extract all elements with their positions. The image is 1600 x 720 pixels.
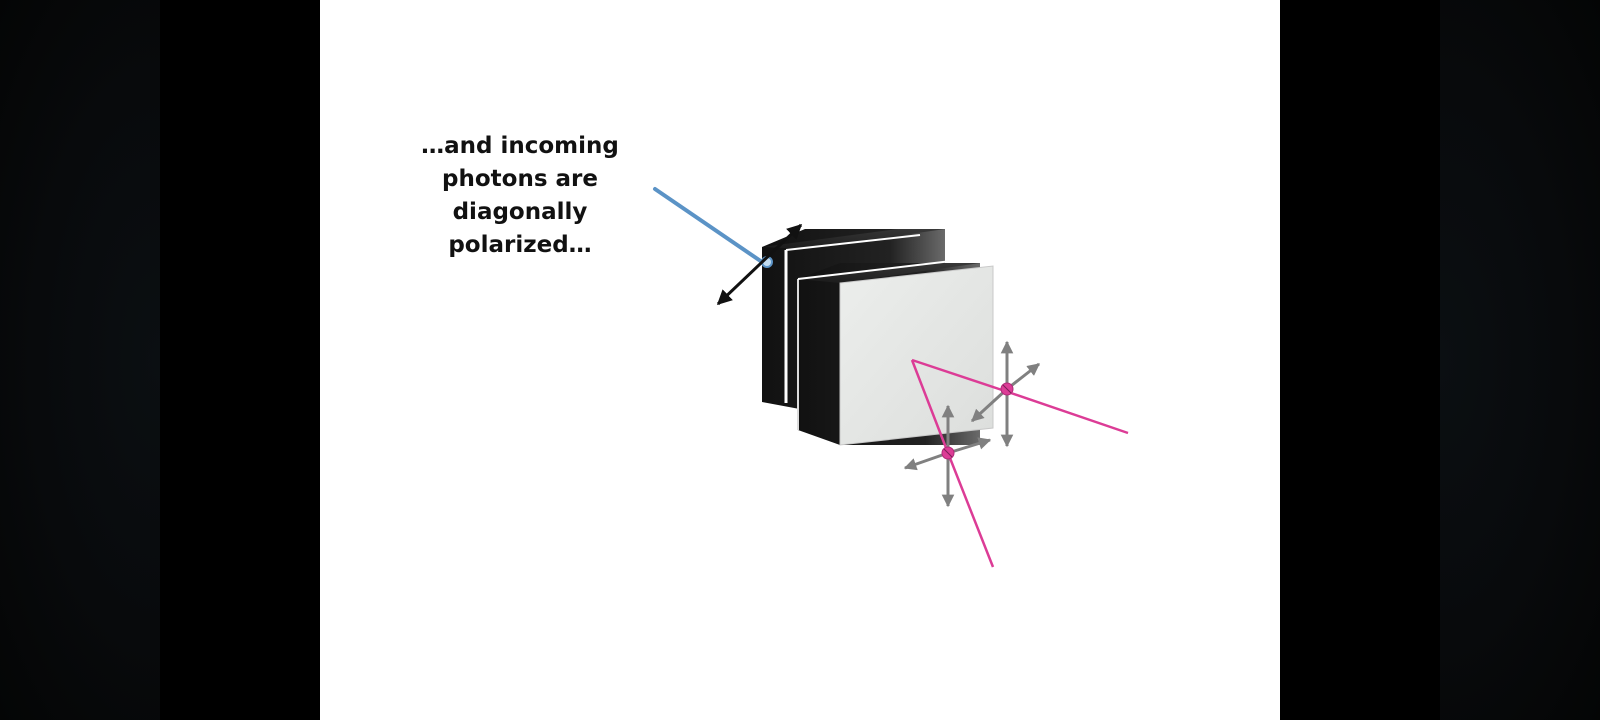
right-letterbox-bar bbox=[1280, 0, 1440, 720]
caption-text: …and incoming photons are diagonally pol… bbox=[410, 130, 630, 262]
crystal-face bbox=[839, 265, 994, 446]
caption-line-2: photons are bbox=[442, 166, 598, 192]
left-outer-background bbox=[0, 0, 160, 720]
lower-photon-polarization bbox=[903, 404, 992, 508]
incoming-beam bbox=[653, 187, 764, 264]
caption-line-4: polarized… bbox=[448, 232, 592, 258]
video-frame-slide: …and incoming photons are diagonally pol… bbox=[320, 0, 1280, 720]
crystal-diagram bbox=[653, 187, 1129, 568]
caption-line-1: …and incoming bbox=[421, 133, 619, 159]
left-letterbox-bar bbox=[160, 0, 320, 720]
caption-line-3: diagonally bbox=[452, 199, 588, 225]
upper-photon-polarization bbox=[970, 340, 1040, 448]
right-outer-background bbox=[1440, 0, 1600, 720]
diagonal-polarization-arrow bbox=[716, 223, 803, 306]
crystal-front-slab bbox=[797, 259, 994, 446]
